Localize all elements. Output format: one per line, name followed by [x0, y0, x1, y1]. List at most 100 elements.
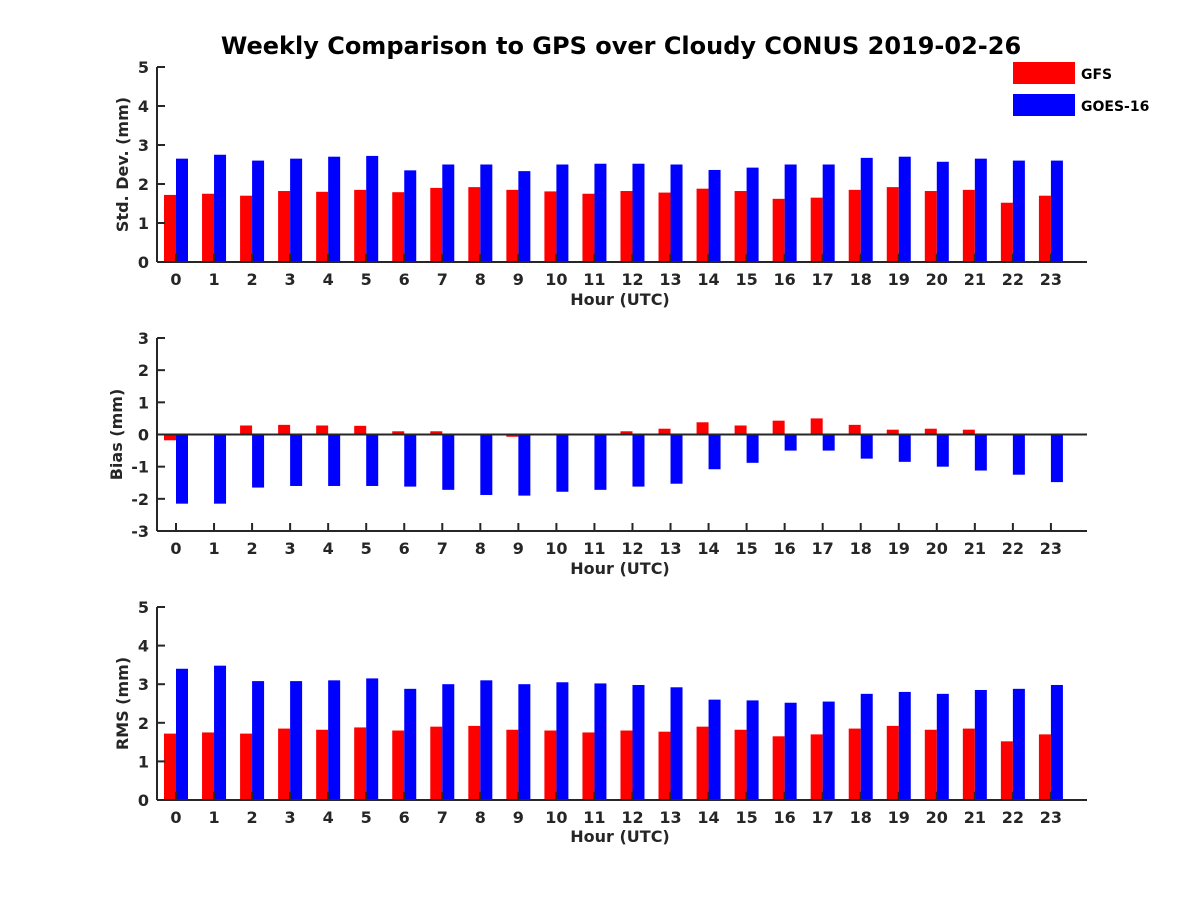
x-tick-label: 13 — [659, 808, 681, 827]
x-tick-label: 7 — [437, 270, 448, 289]
bar-goes-16-hour-2 — [252, 681, 265, 800]
y-tick-label: -1 — [131, 458, 149, 477]
bar-goes-16-hour-18 — [860, 157, 873, 262]
x-tick-label: 11 — [583, 808, 605, 827]
x-tick-label: 17 — [812, 808, 834, 827]
x-axis-label: Hour (UTC) — [570, 290, 670, 309]
bar-gfs-hour-6 — [392, 730, 405, 800]
bar-goes-16-hour-19 — [898, 691, 911, 800]
bar-goes-16-hour-23 — [1050, 434, 1063, 483]
y-tick-label: 4 — [138, 637, 149, 656]
x-tick-label: 8 — [475, 539, 486, 558]
bar-goes-16-hour-20 — [936, 434, 949, 467]
bar-gfs-hour-7 — [430, 431, 443, 435]
x-tick-label: 6 — [399, 270, 410, 289]
bar-gfs-hour-3 — [278, 728, 291, 800]
bar-goes-16-hour-14 — [708, 169, 721, 262]
x-tick-label: 16 — [774, 270, 796, 289]
bar-goes-16-hour-7 — [442, 684, 455, 800]
x-tick-label: 12 — [621, 270, 643, 289]
bar-goes-16-hour-17 — [822, 164, 835, 262]
x-tick-label: 8 — [475, 270, 486, 289]
y-tick-label: 2 — [138, 714, 149, 733]
x-tick-label: 7 — [437, 808, 448, 827]
legend: GFS GOES-16 — [1013, 62, 1149, 116]
bar-goes-16-hour-14 — [708, 434, 721, 470]
y-tick-label: -3 — [131, 522, 149, 541]
bar-goes-16-hour-20 — [936, 693, 949, 800]
bar-goes-16-hour-5 — [366, 434, 379, 486]
bar-goes-16-hour-22 — [1012, 434, 1025, 475]
x-tick-label: 14 — [697, 270, 719, 289]
bar-gfs-hour-11 — [582, 193, 595, 262]
x-tick-label: 0 — [170, 539, 181, 558]
bar-gfs-hour-17 — [810, 734, 823, 800]
y-tick-label: 2 — [138, 361, 149, 380]
bar-goes-16-hour-5 — [366, 678, 379, 800]
bar-gfs-hour-4 — [316, 729, 329, 800]
bar-goes-16-hour-5 — [366, 155, 379, 262]
bar-goes-16-hour-4 — [328, 434, 341, 486]
bar-gfs-hour-8 — [468, 187, 481, 262]
bar-gfs-hour-15 — [734, 425, 747, 435]
legend-label-gfs: GFS — [1081, 67, 1112, 83]
x-tick-label: 15 — [735, 270, 757, 289]
bar-goes-16-hour-11 — [594, 434, 607, 490]
bar-goes-16-hour-19 — [898, 156, 911, 262]
bar-goes-16-hour-2 — [252, 160, 265, 262]
bar-goes-16-hour-19 — [898, 434, 911, 462]
bar-gfs-hour-2 — [240, 425, 253, 435]
bar-gfs-hour-19 — [886, 187, 899, 262]
bar-gfs-hour-9 — [506, 729, 519, 800]
bar-gfs-hour-9 — [506, 434, 519, 437]
bar-gfs-hour-23 — [1038, 734, 1051, 800]
bar-goes-16-hour-16 — [784, 702, 797, 800]
x-axis-label: Hour (UTC) — [570, 559, 670, 578]
bar-gfs-hour-20 — [924, 729, 937, 800]
x-tick-label: 14 — [697, 539, 719, 558]
bar-gfs-hour-2 — [240, 733, 253, 800]
y-axis-label: Std. Dev. (mm) — [113, 97, 132, 232]
bar-goes-16-hour-12 — [632, 434, 645, 487]
bar-goes-16-hour-22 — [1012, 160, 1025, 262]
bar-gfs-hour-11 — [582, 732, 595, 800]
bar-gfs-hour-10 — [544, 730, 557, 800]
x-tick-label: 2 — [247, 808, 258, 827]
bar-gfs-hour-13 — [658, 428, 671, 435]
bar-goes-16-hour-6 — [404, 170, 417, 262]
chart-title: Weekly Comparison to GPS over Cloudy CON… — [221, 32, 1021, 60]
bar-gfs-hour-13 — [658, 192, 671, 262]
bar-gfs-hour-22 — [1000, 202, 1013, 262]
bar-gfs-hour-7 — [430, 187, 443, 262]
bar-gfs-hour-21 — [962, 728, 975, 800]
bar-goes-16-hour-15 — [746, 700, 759, 800]
bar-goes-16-hour-7 — [442, 164, 455, 262]
x-tick-label: 17 — [812, 270, 834, 289]
bar-gfs-hour-1 — [202, 732, 215, 800]
bar-gfs-hour-6 — [392, 431, 405, 435]
x-tick-label: 11 — [583, 539, 605, 558]
legend-label-goes-16: GOES-16 — [1081, 99, 1149, 115]
bar-goes-16-hour-22 — [1012, 688, 1025, 800]
bar-goes-16-hour-23 — [1050, 160, 1063, 262]
x-tick-label: 21 — [964, 808, 986, 827]
bar-gfs-hour-2 — [240, 195, 253, 262]
bar-goes-16-hour-0 — [176, 158, 188, 262]
x-tick-label: 23 — [1040, 808, 1062, 827]
bar-gfs-hour-3 — [278, 191, 291, 262]
x-tick-label: 13 — [659, 270, 681, 289]
x-axis-label: Hour (UTC) — [570, 827, 670, 846]
x-tick-label: 3 — [285, 808, 296, 827]
y-tick-label: 0 — [138, 253, 149, 272]
x-tick-label: 12 — [621, 539, 643, 558]
bar-gfs-hour-19 — [886, 725, 899, 800]
bar-gfs-hour-5 — [354, 727, 367, 800]
x-tick-label: 16 — [774, 808, 796, 827]
bar-goes-16-hour-15 — [746, 167, 759, 262]
bar-gfs-hour-22 — [1000, 741, 1013, 800]
x-tick-label: 22 — [1002, 808, 1024, 827]
x-tick-label: 1 — [208, 539, 219, 558]
x-tick-label: 10 — [545, 270, 567, 289]
